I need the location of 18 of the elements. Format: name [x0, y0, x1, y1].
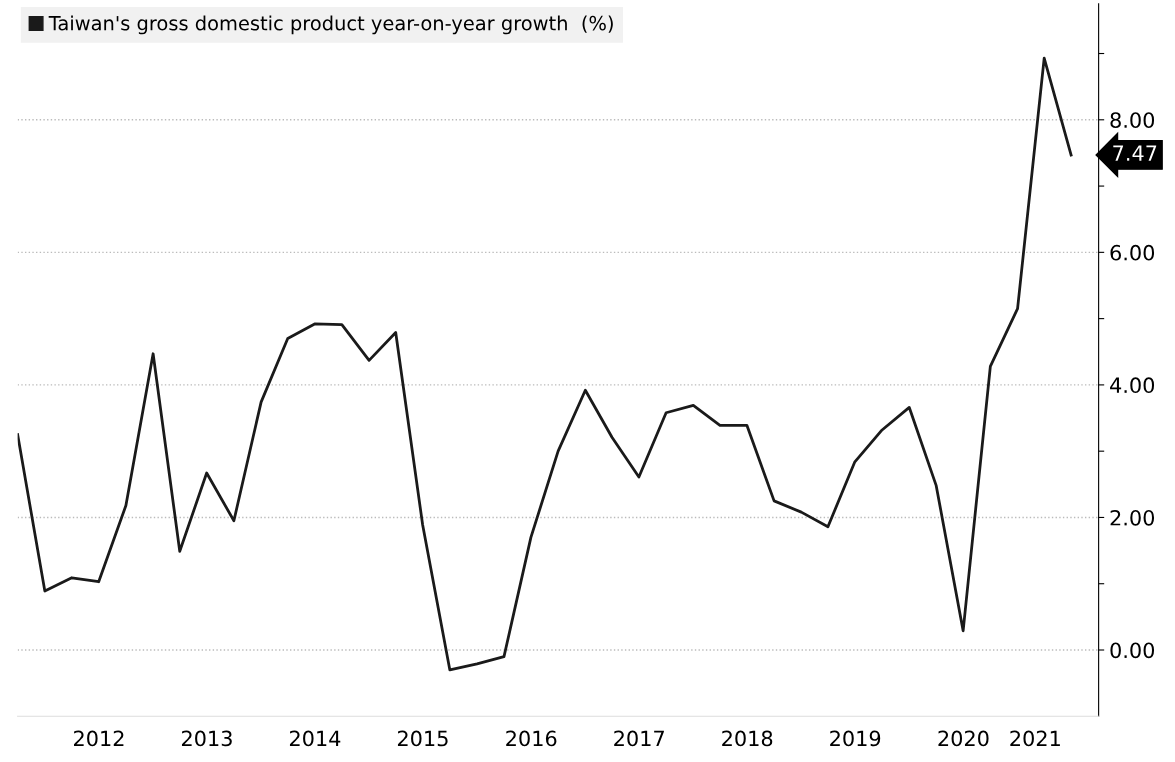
x-tick-label: 2012 — [74, 730, 124, 747]
x-tick-label: 2015 — [397, 730, 448, 747]
x-tick-label: 2021 — [1010, 730, 1060, 747]
x-tick-label: 2014 — [289, 730, 341, 747]
x-tick-label: 2017 — [614, 730, 664, 747]
y-tick-label: 4.00 — [1110, 377, 1155, 394]
annotation: 7.47 — [1113, 145, 1157, 161]
x-tick-label: 2018 — [722, 730, 773, 747]
y-tick-label: 6.00 — [1110, 244, 1155, 261]
y-tick-label: 8.00 — [1110, 112, 1155, 128]
x-tick-label: 2013 — [181, 730, 232, 747]
y-tick-label: 0.00 — [1110, 642, 1155, 659]
x-tick-label: 2019 — [830, 730, 881, 747]
legend-label: Taiwan's gross domestic product year-on-year growth (%) — [48, 15, 613, 35]
x-tick-label: 2020 — [938, 730, 989, 747]
x-tick-label: 2016 — [506, 730, 557, 747]
line-series — [17, 56, 1073, 672]
y-tick-label: 2.00 — [1110, 509, 1155, 526]
